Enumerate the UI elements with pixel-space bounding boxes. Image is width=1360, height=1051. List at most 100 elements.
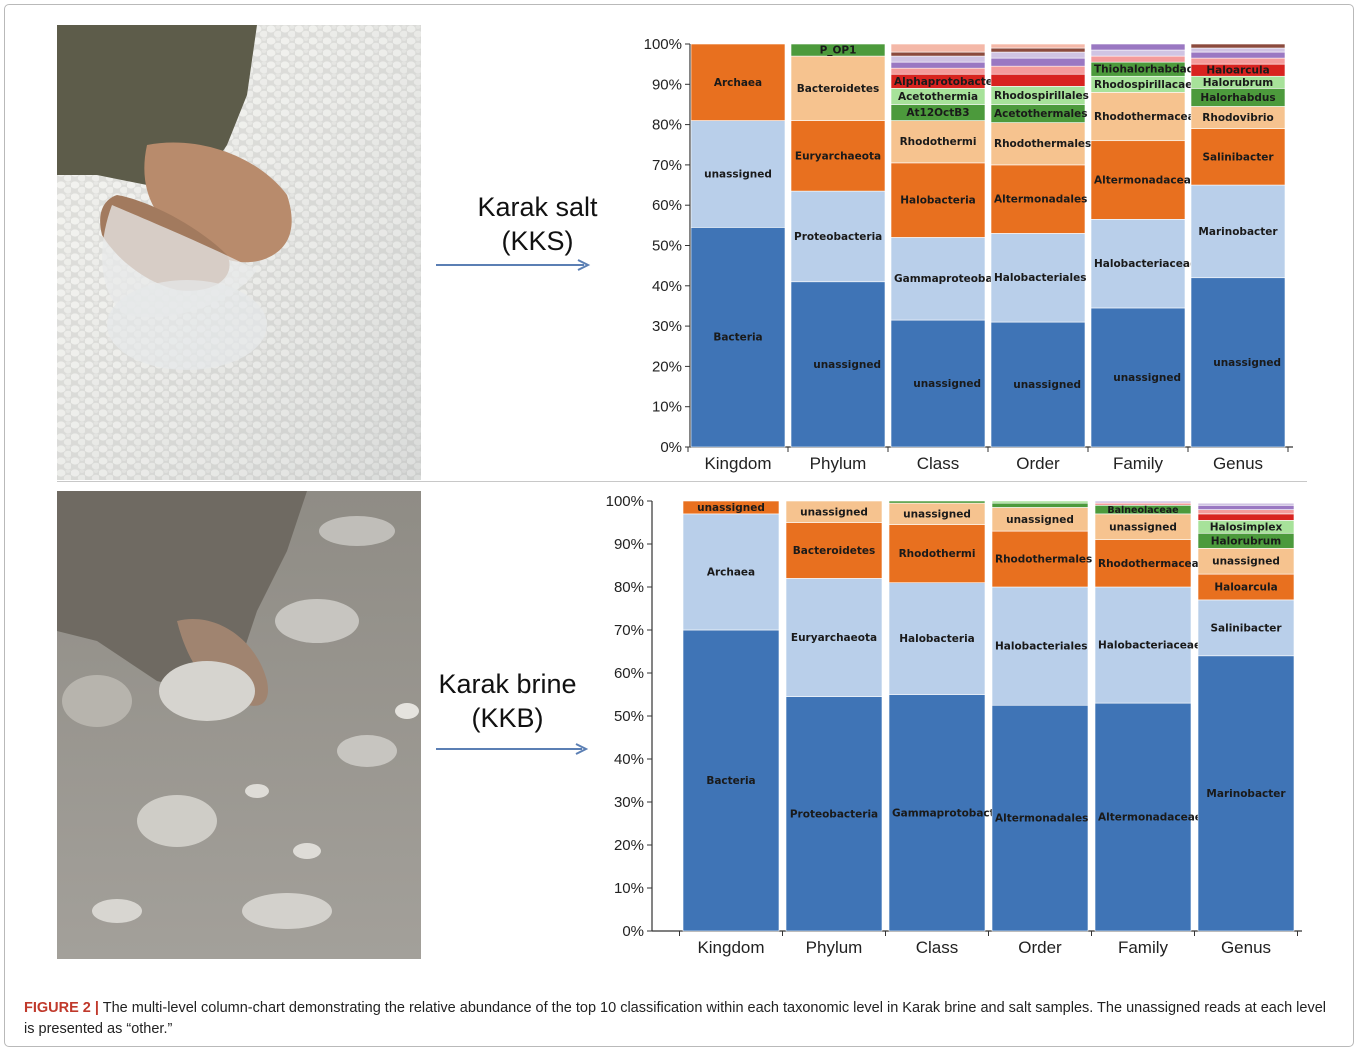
salt-segment-label: Halorubrum [1203, 77, 1274, 89]
brine-chart-svg: 0% 10% 20% 30% 40% 50% 60% 70% 80% 90% 100% Bacteri… [606, 493, 1302, 957]
salt-segment-label: Halobacteriaceae [1094, 258, 1197, 270]
brine-y-tick-label: 40% [614, 751, 644, 768]
brine-bar-segment-class-rhodothermi [888, 524, 986, 584]
salt-bar-segment-order [990, 47, 1086, 53]
salt-segment-label: At12OctB3 [906, 107, 969, 119]
brine-x-tick-label: Order [1018, 938, 1062, 957]
salt-bar-segment-kingdom-bacteria [690, 227, 786, 448]
salt-segment-label: Acetothermales [994, 108, 1088, 120]
salt-bar-segment-class [890, 55, 986, 63]
brine-bar-segment-family [1094, 500, 1192, 504]
salt-bar-segment-genus-unassigned [1190, 277, 1286, 448]
brine-bar-segment-family-altermonadaceae [1094, 702, 1192, 932]
salt-segment-label: Altermonadaceae [1094, 175, 1198, 187]
figure-caption: FIGURE 2 | The multi-level column-chart … [24, 998, 1334, 1040]
salt-bar-segment-class [890, 61, 986, 69]
salt-bar-segment-kingdom-unassigned [690, 120, 786, 228]
salt-bar-segment-class-rhodothermi [890, 120, 986, 164]
brine-bar-segment-family [1094, 502, 1192, 506]
salt-bar-segment-phylum-unassigned [790, 281, 886, 448]
salt-y-tick-label: 70% [652, 157, 682, 174]
salt-bar-segment-family-unassigned [1090, 307, 1186, 448]
salt-segment-label: Halobacteriales [994, 272, 1087, 284]
salt-segment-label: Salinibacter [1202, 151, 1274, 163]
salt-segment-label: Thiohalorhabdaceae [1094, 64, 1214, 76]
salt-sample-label: Karak salt (KKS) [455, 190, 620, 258]
salt-bar-segment-family-halobacteriaceae [1090, 219, 1186, 309]
brine-sample-name: Karak brine [438, 669, 577, 699]
salt-segment-label: Rhodothermales [994, 138, 1091, 150]
brine-segment-label: unassigned [1006, 514, 1074, 526]
brine-bar-segment-genus [1197, 509, 1295, 515]
salt-bar-segment-order-altermonadales [990, 164, 1086, 234]
brine-segment-label: Euryarchaeota [791, 632, 877, 644]
brine-photo [57, 491, 421, 959]
brine-bar-segment-kingdom-bacteria [682, 629, 780, 932]
salt-segment-label: Marinobacter [1198, 226, 1278, 238]
salt-segment-label: Archaea [714, 77, 762, 89]
brine-y-tick-label: 30% [614, 794, 644, 811]
salt-bar-segment-class [890, 51, 986, 57]
salt-chart: 0% 10% 20% 30% 40% 50% 60% 70% 80% 90% 100% Bacteri… [598, 28, 1310, 478]
panel-separator [57, 481, 1307, 482]
salt-bar-segment-phylum-proteobacteria [790, 190, 886, 283]
brine-segment-label: Halorubrum [1211, 535, 1282, 547]
salt-x-tick-label: Class [917, 454, 960, 473]
salt-segment-label: Bacteroidetes [797, 83, 879, 95]
salt-bar-segment-class-gammaproteobacteria [890, 237, 986, 321]
salt-segment-label: unassigned [1013, 379, 1081, 391]
brine-segment-label: Halobacteriales [995, 641, 1088, 653]
salt-y-tick-label: 80% [652, 117, 682, 134]
brine-segment-label: Gammaprotobacteria [892, 807, 1018, 819]
brine-bar-segment-order [991, 502, 1089, 508]
salt-segment-label: Rhodovibrio [1202, 112, 1273, 124]
salt-bar-segment-genus [1190, 43, 1286, 49]
salt-bar-segment-class-halobacteria [890, 162, 986, 238]
salt-bar-segment-family [1090, 49, 1186, 57]
salt-bar-segment-order-halobacteriales [990, 233, 1086, 323]
brine-x-tick-label: Family [1118, 938, 1169, 957]
brine-segment-label: Altermonadales [995, 813, 1088, 825]
salt-bar-segment-phylum-p-op1 [790, 43, 886, 57]
brine-segment-label: Archaea [707, 566, 755, 578]
salt-bar-segment-genus [1190, 57, 1286, 65]
salt-segment-label: Altermonadales [994, 194, 1087, 206]
salt-y-tick-label: 60% [652, 197, 682, 214]
salt-segment-label: Halobacteria [900, 195, 976, 207]
salt-y-tick-label: 50% [652, 238, 682, 255]
salt-bar-segment-family-altermonadaceae [1090, 140, 1186, 220]
brine-segment-label: Altermonadaceae [1098, 812, 1202, 824]
brine-segment-label: Rhodothermi [899, 548, 976, 560]
brine-segment-label: unassigned [903, 508, 971, 520]
salt-segment-label: Bacteria [713, 332, 762, 344]
brine-segment-label: Bacteria [706, 775, 755, 787]
brine-bar-segment-genus-haloarcula [1197, 573, 1295, 601]
salt-bar-segment-order-unassigned [990, 321, 1086, 448]
salt-bar-segment-order [990, 51, 1086, 59]
salt-segment-label: Rhodospirillacae [1094, 79, 1192, 91]
brine-bar-segment-family-halobacteriaceae [1094, 586, 1192, 704]
brine-y-tick-label: 90% [614, 536, 644, 553]
brine-bar-segment-class [888, 500, 986, 504]
salt-segment-label: unassigned [813, 359, 881, 371]
brine-x-tick-label: Phylum [806, 938, 863, 957]
figure-frame [4, 4, 1354, 1047]
salt-y-tick-label: 100% [644, 36, 682, 53]
salt-segment-label: unassigned [1113, 372, 1181, 384]
brine-y-tick-label: 100% [606, 493, 644, 510]
salt-bar-segment-genus-marinobacter [1190, 184, 1286, 279]
brine-y-tick-label: 60% [614, 665, 644, 682]
salt-segment-label: Haloarcula [1206, 65, 1269, 77]
brine-segment-label: Marinobacter [1206, 788, 1286, 800]
brine-bar-segment-order-altermonadales [991, 704, 1089, 932]
brine-segment-label: unassigned [1109, 521, 1177, 533]
salt-bar-segment-order [990, 43, 1086, 49]
salt-segment-label: unassigned [913, 378, 981, 390]
salt-segment-label: Rhodospirillales [994, 90, 1089, 102]
salt-bar-segment-genus [1190, 47, 1286, 53]
brine-segment-label: Proteobacteria [790, 808, 878, 820]
salt-bar-segment-family [1090, 55, 1186, 63]
figure-caption-text: The multi-level column-chart demonstrati… [24, 1000, 1326, 1037]
salt-bar-segment-class [890, 43, 986, 53]
brine-bar-segment-genus-unassigned [1197, 547, 1295, 575]
